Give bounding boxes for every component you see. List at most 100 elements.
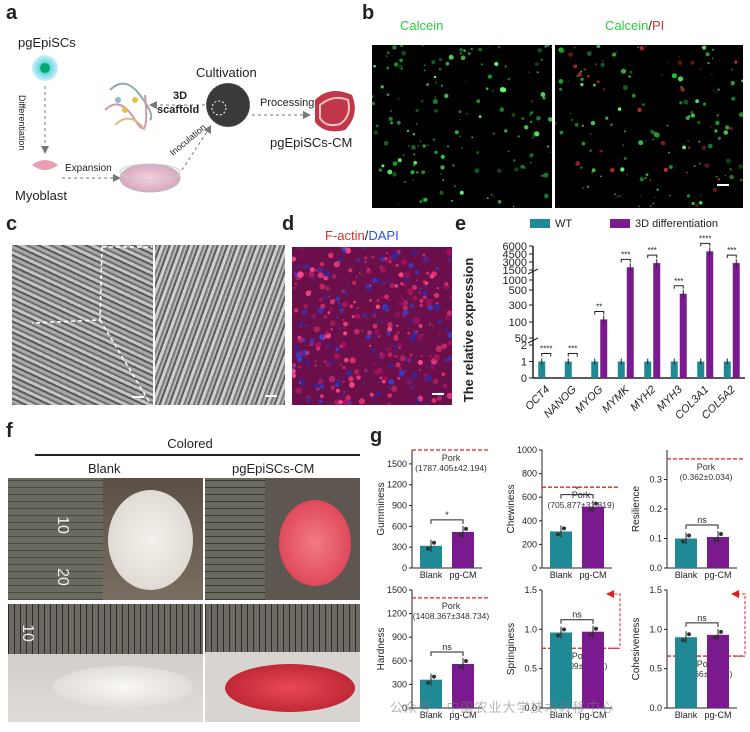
fluorescent-cell <box>370 269 373 272</box>
fluorescent-cell <box>391 385 398 392</box>
fluorescent-cell <box>660 140 666 146</box>
fluorescent-cell <box>386 279 390 283</box>
bar-blank <box>675 538 697 568</box>
fluorescent-cell <box>408 262 414 268</box>
fluorescent-cell <box>444 314 451 320</box>
fluorescent-cell <box>711 57 713 59</box>
bar-3d <box>653 263 661 378</box>
bar-3d <box>547 378 555 379</box>
fluorescent-cell <box>411 249 418 256</box>
fluorescent-cell <box>416 279 418 282</box>
bar-pg-cm <box>707 634 729 708</box>
calcein-title: Calcein <box>400 18 444 33</box>
fluorescent-cell <box>536 116 541 121</box>
fluorescent-cell <box>459 190 464 195</box>
fluorescent-cell <box>342 324 345 327</box>
fluorescent-cell <box>386 331 391 336</box>
fluorescent-cell <box>740 178 743 182</box>
fluorescent-cell <box>718 113 720 115</box>
blank-sample <box>108 490 193 590</box>
fluorescent-cell <box>443 283 450 290</box>
fluorescent-cell <box>725 125 730 130</box>
fluorescent-cell <box>413 153 416 156</box>
fluorescent-cell <box>544 45 548 48</box>
fluorescent-cell <box>520 164 525 169</box>
fluorescent-cell <box>458 110 462 114</box>
fluorescent-cell <box>411 145 416 150</box>
fluorescent-cell <box>688 115 691 118</box>
data-point <box>426 680 430 685</box>
fluorescent-cell <box>463 49 466 53</box>
fluorescent-cell <box>380 256 386 262</box>
myoblast-icon <box>32 160 58 170</box>
fluorescent-cell <box>671 73 677 79</box>
category-label: Blank <box>420 710 443 720</box>
significance-bracket <box>430 519 464 524</box>
blank-top-photo: 10 20 <box>8 478 203 600</box>
fluorescent-cell <box>301 309 308 316</box>
fluorescent-cell <box>404 271 411 278</box>
fluorescent-cell <box>591 168 596 173</box>
data-point <box>687 533 691 538</box>
data-point <box>426 546 430 551</box>
fluorescent-cell <box>381 379 386 384</box>
y-tick-label: 1500 <box>387 459 407 469</box>
fluorescent-cell <box>440 154 445 159</box>
fluorescent-cell <box>654 196 656 199</box>
fluorescent-cell <box>342 249 347 253</box>
fluorescent-cell <box>361 330 364 333</box>
fluorescent-cell <box>423 69 426 72</box>
blank-sample-side <box>53 666 193 708</box>
data-point <box>713 635 717 640</box>
fluorescent-cell <box>704 163 710 168</box>
reference-value: (1787.405±42.194) <box>415 463 487 473</box>
calcein-image <box>372 45 552 208</box>
y-tick-label: 300 <box>392 542 407 552</box>
fluorescent-cell <box>729 126 733 131</box>
fluorescent-cell <box>394 311 401 318</box>
fluorescent-cell <box>294 272 299 277</box>
fluorescent-cell <box>297 351 302 356</box>
fluorescent-cell <box>294 282 298 285</box>
fluorescent-cell <box>595 63 598 66</box>
fluorescent-cell <box>412 372 418 378</box>
category-label: Blank <box>550 570 573 580</box>
category-label: pg-CM <box>449 710 476 720</box>
fluorescent-cell <box>320 384 324 388</box>
fluorescent-cell <box>497 200 502 204</box>
y-tick-label: 800 <box>522 469 537 479</box>
sem-image-high <box>155 245 285 405</box>
y-tick-label: 600 <box>522 492 537 502</box>
fluorescent-cell <box>397 376 401 380</box>
fluorescent-cell <box>741 79 743 83</box>
fluorescent-cell <box>512 205 515 208</box>
fluorescent-cell <box>310 315 312 317</box>
category-label: MYOG <box>573 383 606 416</box>
significance-mark: ns <box>697 613 707 623</box>
y-tick-label: 0.2 <box>649 504 662 514</box>
fluorescent-cell <box>342 380 345 382</box>
data-point <box>719 629 723 634</box>
fluorescent-cell <box>377 399 379 402</box>
fluorescent-cell <box>318 334 325 340</box>
fluorescent-cell <box>448 247 451 250</box>
ruler-label-20: 20 <box>53 568 71 586</box>
fluorescent-cell <box>373 64 376 68</box>
fluorescent-cell <box>690 60 695 65</box>
blank-side-photo: 10 <box>8 604 203 722</box>
fluorescent-cell <box>392 354 396 358</box>
fluorescent-cell <box>292 368 296 375</box>
fluorescent-cell <box>314 389 317 392</box>
fluorescent-cell <box>384 305 391 312</box>
pork-comparison-arrow <box>737 593 746 657</box>
significance-mark: ns <box>697 515 707 525</box>
fluorescent-cell <box>390 121 393 125</box>
fluorescent-cell <box>337 260 341 263</box>
fluorescent-cell <box>379 376 382 379</box>
scale-bar <box>717 184 729 186</box>
fluorescent-cell <box>701 145 707 150</box>
fluorescent-cell <box>435 266 440 271</box>
y-tick-label: 100 <box>509 317 527 329</box>
fluorescent-cell <box>371 397 374 400</box>
fluorescent-cell <box>344 291 349 295</box>
